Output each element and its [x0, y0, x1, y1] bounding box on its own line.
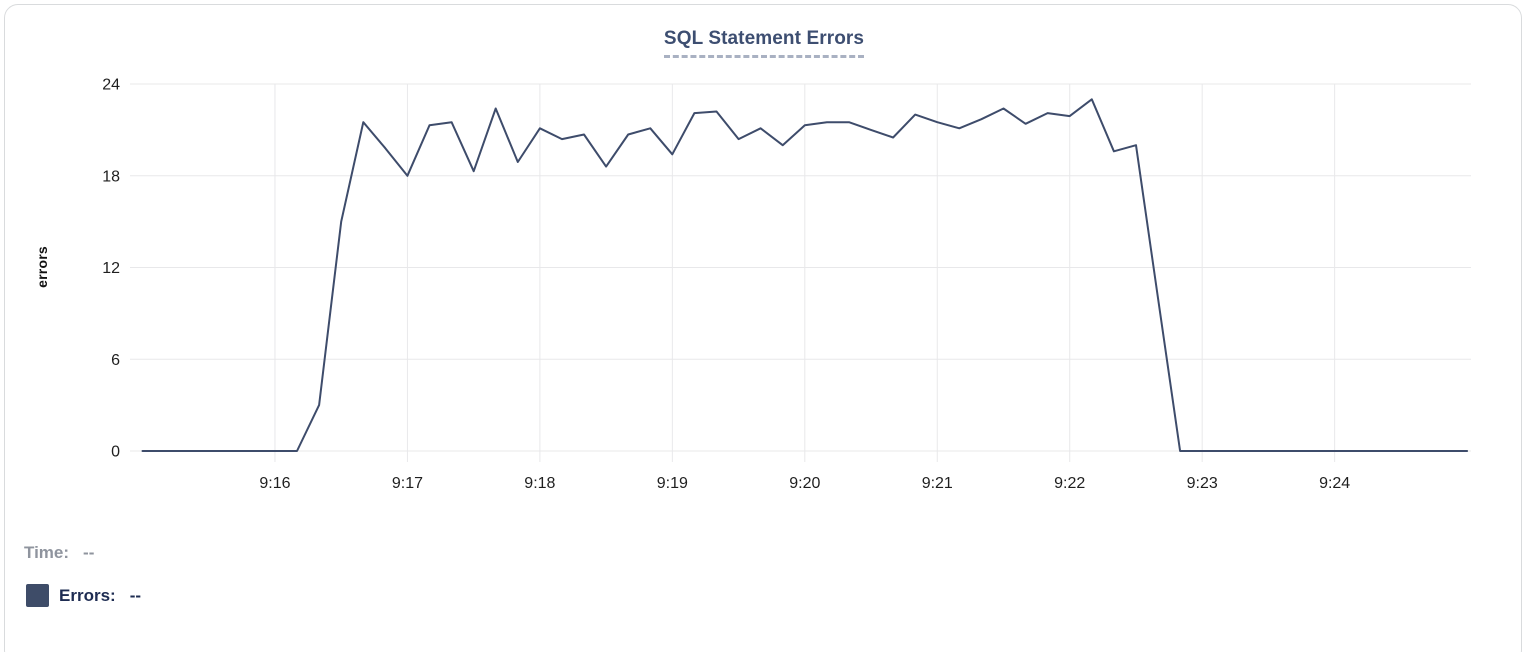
y-tick-label-6: 6	[111, 352, 120, 369]
tooltip-time-label: Time:	[24, 543, 70, 562]
chart-panel	[4, 4, 1522, 652]
x-tick-label-9:24: 9:24	[1319, 475, 1350, 492]
y-tick-label-0: 0	[111, 444, 120, 461]
y-tick-label-24: 24	[102, 77, 120, 94]
x-tick-label-9:22: 9:22	[1054, 475, 1085, 492]
chart-title-wrap: SQL Statement Errors	[0, 28, 1528, 58]
chart-title[interactable]: SQL Statement Errors	[663, 28, 865, 58]
errors-series-line	[141, 98, 1469, 452]
x-tick-label-9:20: 9:20	[789, 475, 820, 492]
y-tick-label-18: 18	[102, 168, 120, 185]
x-tick-label-9:21: 9:21	[922, 475, 953, 492]
x-tick-label-9:19: 9:19	[657, 475, 688, 492]
y-tick-label-12: 12	[102, 260, 120, 277]
x-tick-label-9:16: 9:16	[259, 475, 290, 492]
tooltip-errors-value: --	[129, 585, 142, 605]
x-tick-label-9:17: 9:17	[392, 475, 423, 492]
tooltip-errors-row: Errors: --	[26, 584, 141, 607]
x-tick-label-9:18: 9:18	[524, 475, 555, 492]
errors-line-chart-plot[interactable]: 0 6 12 18 24 9:16 9:17 9:18 9:19 9:20 9:21 9:22 9:23…	[0, 0, 1528, 510]
tooltip-time-value: --	[83, 543, 95, 562]
x-tick-label-9:23: 9:23	[1187, 475, 1218, 492]
errors-series-swatch	[26, 584, 49, 607]
tooltip-errors-label: Errors:	[59, 585, 116, 605]
tooltip-time-row: Time: --	[24, 543, 94, 563]
